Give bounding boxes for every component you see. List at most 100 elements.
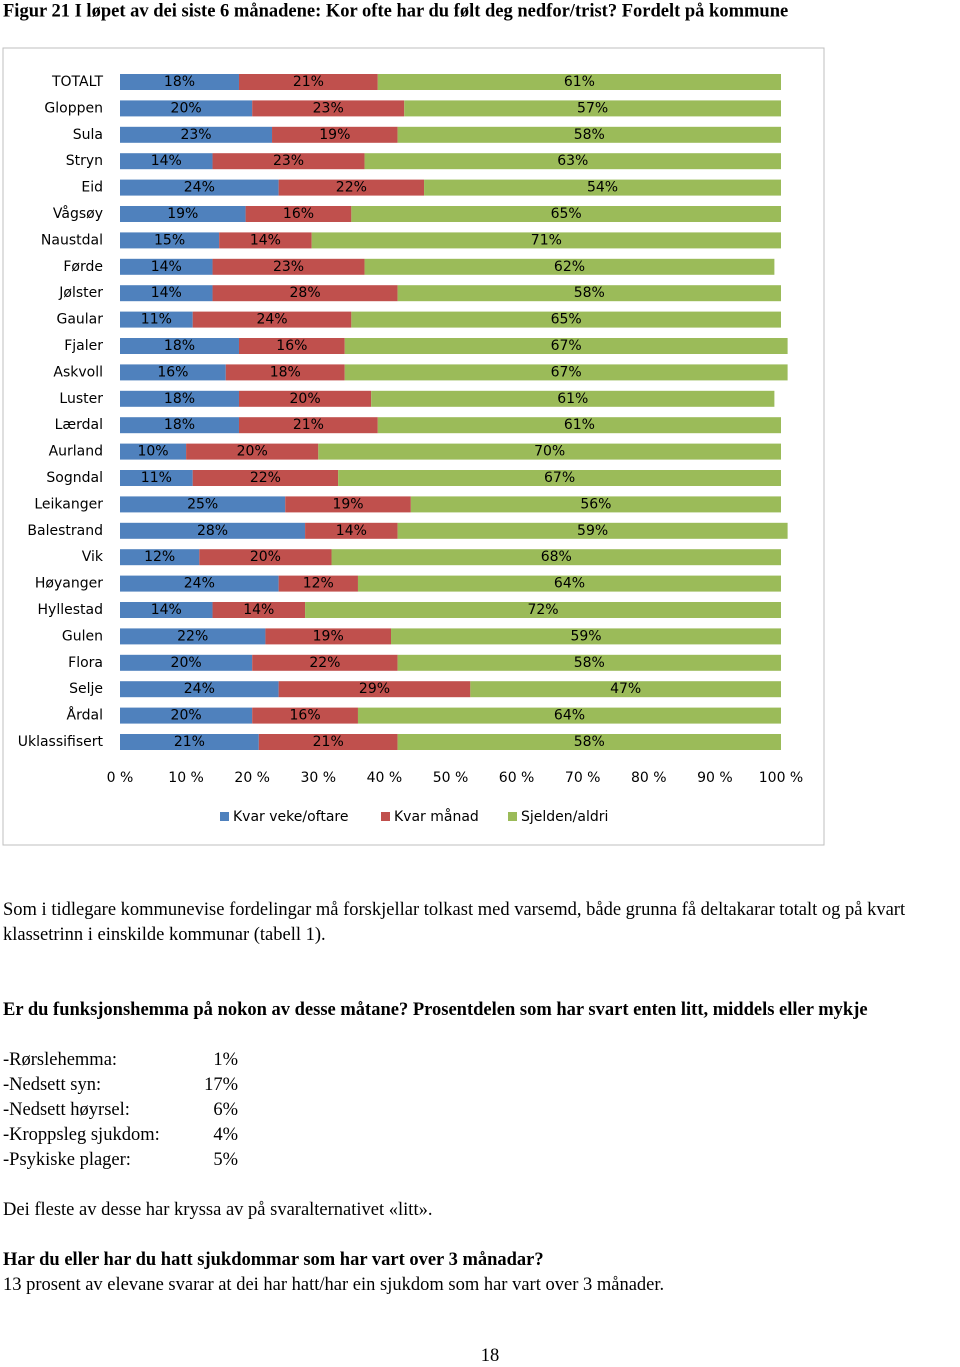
value-label: 23% (273, 153, 304, 169)
heading: Er du funksjonshemma på nokon av desse m… (3, 1000, 868, 1020)
y-tick-label: Gaular (56, 312, 103, 328)
value-label: 18% (164, 338, 195, 354)
bar-segment (238, 74, 378, 90)
value-label: 14% (151, 153, 182, 169)
y-tick-label: Eid (81, 180, 103, 196)
bar-segment (120, 179, 279, 196)
y-tick-label: Hyllestad (38, 602, 103, 618)
value-label: 14% (151, 602, 182, 618)
y-tick-label: Førde (63, 259, 103, 275)
value-label: 22% (250, 470, 281, 486)
bar-segment (120, 575, 279, 592)
bar-segment (120, 258, 213, 275)
bar-segment (212, 153, 365, 170)
bar-segment (357, 707, 781, 724)
value-label: 14% (151, 259, 182, 275)
value-label: 19% (319, 127, 350, 143)
y-tick-label: Balestrand (27, 523, 103, 539)
bar-segment (305, 522, 398, 539)
list-text: -Rørslehemma: (3, 1050, 118, 1070)
bar-segment (331, 549, 781, 566)
value-label: 56% (580, 496, 611, 512)
bar-segment (391, 628, 781, 645)
value-label: 23% (273, 259, 304, 275)
bar-segment (212, 285, 398, 302)
bar-segment (338, 470, 781, 486)
x-tick-label: 60 % (499, 770, 535, 786)
bar-segment (120, 364, 226, 381)
bar-segment (120, 126, 273, 143)
y-tick-label: Naustdal (41, 232, 103, 248)
bar-segment (344, 338, 788, 354)
bar-segment (120, 285, 213, 302)
value-label: 19% (313, 628, 344, 644)
bar-segment (238, 417, 378, 434)
bar-segment (120, 496, 286, 513)
list-text: 5% (213, 1150, 238, 1170)
value-label: 20% (250, 549, 281, 565)
value-label: 11% (141, 312, 172, 328)
value-label: 16% (157, 364, 188, 380)
value-label: 71% (531, 232, 562, 248)
value-label: 20% (237, 444, 268, 460)
bar-segment (238, 338, 345, 354)
list-item: -Nedsett høyrsel: 6% (3, 1098, 238, 1123)
list-text: 17% (204, 1075, 238, 1095)
bar-segment (252, 707, 358, 724)
y-tick-label: Uklassifisert (18, 734, 104, 750)
value-label: 15% (154, 232, 185, 248)
value-label: 64% (554, 708, 585, 724)
value-label: 61% (564, 74, 595, 90)
list-text: -Kroppsleg sjukdom: (3, 1125, 160, 1145)
value-label: 24% (256, 312, 287, 328)
value-label: 70% (534, 444, 565, 460)
value-label: 22% (336, 180, 367, 196)
bar-segment (186, 443, 319, 460)
list-text: 1% (213, 1050, 238, 1070)
bar-segment (364, 258, 775, 275)
bar-segment (120, 74, 239, 90)
legend-label: Sjelden/aldri (521, 809, 608, 825)
x-tick-label: 10 % (168, 770, 204, 786)
bar-segment (278, 575, 358, 592)
bar-segment (245, 206, 352, 222)
bar-segment (397, 126, 781, 143)
bar-segment (410, 496, 781, 513)
bar-segment (265, 628, 392, 645)
value-label: 20% (171, 655, 202, 671)
bar-segment (120, 654, 253, 671)
list-text: 6% (213, 1100, 238, 1120)
y-tick-label: Fjaler (64, 338, 103, 354)
y-tick-label: Gloppen (44, 100, 103, 116)
value-label: 18% (164, 74, 195, 90)
value-label: 63% (557, 153, 588, 169)
bar-segment (120, 470, 193, 486)
bar-segment (199, 549, 332, 566)
list-item: -Psykiske plager: 5% (3, 1148, 238, 1173)
value-label: 24% (184, 576, 215, 592)
page-number: 18 (480, 1346, 500, 1366)
value-label: 58% (574, 655, 605, 671)
paragraph: 13 prosent av elevane svarar at dei har … (3, 1275, 665, 1295)
value-label: 16% (290, 708, 321, 724)
bar-segment (377, 74, 781, 90)
bar-segment (120, 734, 259, 750)
bar-segment (371, 390, 775, 407)
value-label: 64% (554, 576, 585, 592)
bar-segment (278, 681, 471, 698)
value-label: 67% (551, 364, 582, 380)
value-label: 22% (177, 628, 208, 644)
value-label: 29% (359, 681, 390, 697)
bar-segment (120, 206, 246, 222)
value-label: 24% (184, 681, 215, 697)
value-label: 23% (313, 100, 344, 116)
bar-segment (120, 390, 239, 407)
y-tick-label: Luster (59, 391, 103, 407)
value-label: 72% (527, 602, 558, 618)
y-tick-label: Jølster (58, 285, 103, 301)
bar-segment (351, 311, 781, 328)
bar-segment (120, 338, 239, 354)
bar-segment (225, 364, 345, 381)
y-tick-label: Sula (73, 127, 103, 143)
value-label: 24% (184, 180, 215, 196)
